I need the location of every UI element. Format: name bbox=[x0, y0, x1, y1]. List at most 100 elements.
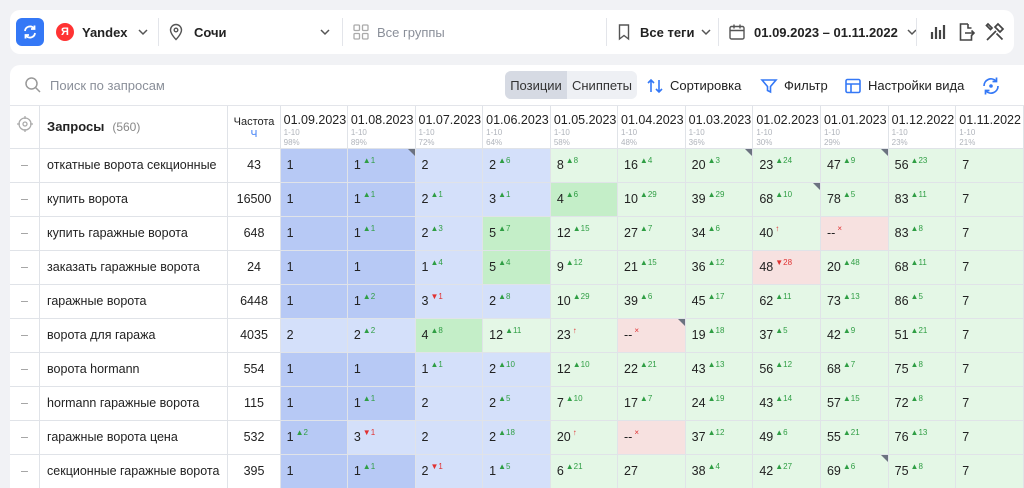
position-cell[interactable]: 83 ▲11 bbox=[888, 182, 957, 217]
sort-button[interactable]: Сортировка bbox=[646, 65, 741, 106]
position-cell[interactable]: 68 ▲7 bbox=[820, 352, 889, 387]
bar-chart-icon[interactable] bbox=[928, 22, 948, 42]
position-cell[interactable]: 57 ▲15 bbox=[820, 386, 889, 421]
position-cell[interactable]: 2 ▲5 bbox=[482, 386, 551, 421]
position-cell[interactable]: 42 ▲27 bbox=[752, 454, 821, 488]
position-cell[interactable]: 2 bbox=[415, 148, 484, 183]
query-cell[interactable]: гаражные ворота bbox=[39, 284, 229, 319]
position-cell[interactable]: 75 ▲8 bbox=[888, 352, 957, 387]
position-cell[interactable]: 1 bbox=[280, 216, 348, 251]
position-cell[interactable]: -- × bbox=[617, 318, 686, 353]
date-column-header[interactable]: 01.05.2023 1-10 58% bbox=[550, 106, 619, 149]
position-cell[interactable]: 36 ▲12 bbox=[685, 250, 754, 285]
position-cell[interactable]: 1 ▲5 bbox=[482, 454, 551, 488]
position-cell[interactable]: 7 bbox=[955, 420, 1024, 455]
row-target-toggle[interactable]: – bbox=[10, 420, 41, 455]
row-target-toggle[interactable]: – bbox=[10, 318, 41, 353]
row-target-toggle[interactable]: – bbox=[10, 284, 41, 319]
position-cell[interactable]: 56 ▲23 bbox=[888, 148, 957, 183]
position-cell[interactable]: 20 ▲48 bbox=[820, 250, 889, 285]
position-cell[interactable]: 4 ▲8 bbox=[415, 318, 484, 353]
position-cell[interactable]: 2 bbox=[415, 420, 484, 455]
position-cell[interactable]: 1 bbox=[280, 352, 348, 387]
tags-select[interactable]: Все теги bbox=[616, 10, 713, 54]
date-column-header[interactable]: 01.06.2023 1-10 64% bbox=[482, 106, 551, 149]
date-column-header[interactable]: 01.07.2023 1-10 72% bbox=[415, 106, 484, 149]
row-target-toggle[interactable]: – bbox=[10, 386, 41, 421]
position-cell[interactable]: 40 ↑ bbox=[752, 216, 821, 251]
position-cell[interactable]: 19 ▲18 bbox=[685, 318, 754, 353]
chevron-down-icon[interactable] bbox=[318, 25, 332, 39]
position-cell[interactable]: 48 ▼28 bbox=[752, 250, 821, 285]
position-cell[interactable]: 20 ↑ bbox=[550, 420, 619, 455]
view-settings-button[interactable]: Настройки вида bbox=[844, 65, 964, 106]
tab-snippets[interactable]: Сниппеты bbox=[571, 77, 632, 93]
position-cell[interactable]: 10 ▲29 bbox=[550, 284, 619, 319]
date-column-header[interactable]: 01.03.2023 1-10 36% bbox=[685, 106, 754, 149]
position-cell[interactable]: 2 ▲10 bbox=[482, 352, 551, 387]
position-cell[interactable]: 6 ▲21 bbox=[550, 454, 619, 488]
position-cell[interactable]: 2 ▲18 bbox=[482, 420, 551, 455]
date-column-header[interactable]: 01.04.2023 1-10 48% bbox=[617, 106, 686, 149]
position-cell[interactable]: 23 ▲24 bbox=[752, 148, 821, 183]
position-cell[interactable]: 2 ▲8 bbox=[482, 284, 551, 319]
position-cell[interactable]: 9 ▲12 bbox=[550, 250, 619, 285]
query-cell[interactable]: hormann гаражные ворота bbox=[39, 386, 229, 421]
position-cell[interactable]: 1 ▲1 bbox=[347, 454, 416, 488]
position-cell[interactable]: 21 ▲15 bbox=[617, 250, 686, 285]
position-cell[interactable]: 24 ▲19 bbox=[685, 386, 754, 421]
tab-positions[interactable]: Позиции bbox=[505, 71, 567, 99]
position-cell[interactable]: -- × bbox=[820, 216, 889, 251]
filter-button[interactable]: Фильтр bbox=[760, 65, 828, 106]
position-cell[interactable]: 23 ↑ bbox=[550, 318, 619, 353]
position-cell[interactable]: 39 ▲29 bbox=[685, 182, 754, 217]
position-cell[interactable]: 1 bbox=[347, 250, 416, 285]
position-cell[interactable]: 1 ▲1 bbox=[347, 386, 416, 421]
position-cell[interactable]: 78 ▲5 bbox=[820, 182, 889, 217]
position-cell[interactable]: 72 ▲8 bbox=[888, 386, 957, 421]
position-cell[interactable]: 1 bbox=[280, 182, 348, 217]
query-cell[interactable]: секционные гаражные ворота bbox=[39, 454, 229, 488]
date-column-header[interactable]: 01.11.2022 1-10 21% bbox=[955, 106, 1024, 149]
position-cell[interactable]: 1 ▲4 bbox=[415, 250, 484, 285]
position-cell[interactable]: 7 bbox=[955, 318, 1024, 353]
position-cell[interactable]: 12 ▲11 bbox=[482, 318, 551, 353]
position-cell[interactable]: 1 bbox=[280, 284, 348, 319]
position-cell[interactable]: 4 ▲6 bbox=[550, 182, 619, 217]
position-cell[interactable]: 27 ▲7 bbox=[617, 216, 686, 251]
position-cell[interactable]: 16 ▲4 bbox=[617, 148, 686, 183]
position-cell[interactable]: 68 ▲10 bbox=[752, 182, 821, 217]
position-cell[interactable]: 1 ▲2 bbox=[280, 420, 348, 455]
position-cell[interactable]: 20 ▲3 bbox=[685, 148, 754, 183]
position-cell[interactable]: 75 ▲8 bbox=[888, 454, 957, 488]
position-cell[interactable]: 2 ▲6 bbox=[482, 148, 551, 183]
position-cell[interactable]: 22 ▲21 bbox=[617, 352, 686, 387]
row-target-toggle[interactable]: – bbox=[10, 182, 41, 217]
query-cell[interactable]: купить ворота bbox=[39, 182, 229, 217]
position-cell[interactable]: 1 ▲1 bbox=[347, 148, 416, 183]
query-cell[interactable]: купить гаражные ворота bbox=[39, 216, 229, 251]
position-cell[interactable]: 3 ▼1 bbox=[415, 284, 484, 319]
position-cell[interactable]: 7 bbox=[955, 454, 1024, 488]
position-cell[interactable]: 42 ▲9 bbox=[820, 318, 889, 353]
position-cell[interactable]: 1 ▲2 bbox=[347, 284, 416, 319]
export-icon[interactable] bbox=[956, 22, 976, 42]
position-cell[interactable]: 1 bbox=[280, 454, 348, 488]
date-range-select[interactable]: 01.09.2023 – 01.11.2022 bbox=[728, 10, 919, 54]
position-cell[interactable]: 27 bbox=[617, 454, 686, 488]
crosshair-icon[interactable] bbox=[16, 115, 34, 133]
query-cell[interactable]: гаражные ворота цена bbox=[39, 420, 229, 455]
position-cell[interactable]: 37 ▲5 bbox=[752, 318, 821, 353]
position-cell[interactable]: 2 ▲3 bbox=[415, 216, 484, 251]
position-cell[interactable]: 55 ▲21 bbox=[820, 420, 889, 455]
position-cell[interactable]: 83 ▲8 bbox=[888, 216, 957, 251]
position-cell[interactable]: 2 ▲1 bbox=[415, 182, 484, 217]
date-column-header[interactable]: 01.01.2023 1-10 29% bbox=[820, 106, 889, 149]
date-column-header[interactable]: 01.09.2023 1-10 98% bbox=[280, 106, 348, 149]
position-cell[interactable]: 49 ▲6 bbox=[752, 420, 821, 455]
position-cell[interactable]: 3 ▼1 bbox=[347, 420, 416, 455]
position-cell[interactable]: 39 ▲6 bbox=[617, 284, 686, 319]
engine-select[interactable]: Я Yandex bbox=[56, 10, 150, 54]
position-cell[interactable]: 68 ▲11 bbox=[888, 250, 957, 285]
date-column-header[interactable]: 01.12.2022 1-10 23% bbox=[888, 106, 957, 149]
